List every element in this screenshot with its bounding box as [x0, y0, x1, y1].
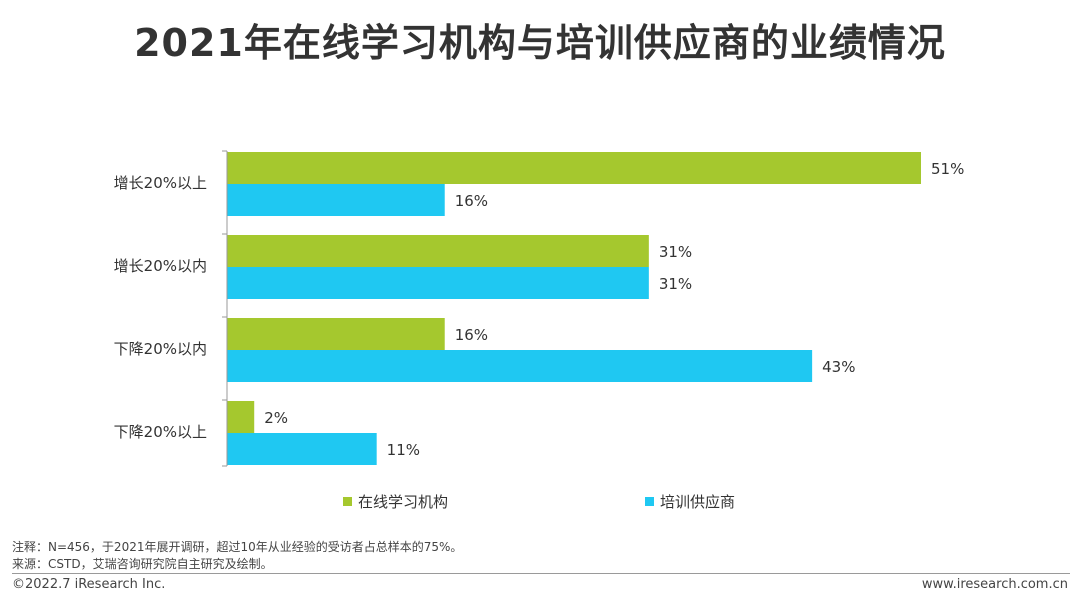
footer-divider [12, 573, 1070, 574]
bar-chart: 增长20%以上 51% 16% 增长20%以内 31% 31% 下降20%以内 16% 43% 下… [114, 150, 964, 511]
bar [227, 433, 377, 465]
legend-swatch [645, 497, 654, 506]
chart-source: 来源：CSTD，艾瑞咨询研究院自主研究及绘制。 [12, 557, 273, 571]
category-label: 增长20%以内 [114, 257, 207, 275]
legend-label: 培训供应商 [660, 493, 735, 511]
bar-value-label: 16% [455, 192, 488, 210]
bar [227, 350, 813, 382]
category-label: 下降20%以上 [114, 423, 207, 441]
bar [227, 318, 445, 350]
bar [227, 235, 649, 267]
bar-value-label: 11% [387, 441, 420, 459]
website-link[interactable]: www.iresearch.com.cn [921, 577, 1068, 592]
bar-value-label: 31% [659, 243, 692, 261]
bar-value-label: 31% [659, 275, 692, 293]
legend-label: 在线学习机构 [358, 493, 448, 511]
bar [227, 401, 255, 433]
chart-title: 2021年在线学习机构与培训供应商的业绩情况 [134, 21, 946, 65]
category-label: 增长20%以上 [114, 174, 207, 192]
category-label: 下降20%以内 [114, 340, 207, 358]
bar [227, 184, 445, 216]
bar-value-label: 2% [264, 409, 288, 427]
legend-swatch [343, 497, 352, 506]
chart-note: 注释：N=456，于2021年展开调研，超过10年从业经验的受访者占总样本的75… [12, 540, 463, 554]
bar-value-label: 43% [822, 358, 855, 376]
copyright-text: ©2022.7 iResearch Inc. [12, 577, 166, 592]
bar-value-label: 51% [931, 160, 964, 178]
bar [227, 267, 649, 299]
bar-value-label: 16% [455, 326, 488, 344]
bar [227, 152, 921, 184]
